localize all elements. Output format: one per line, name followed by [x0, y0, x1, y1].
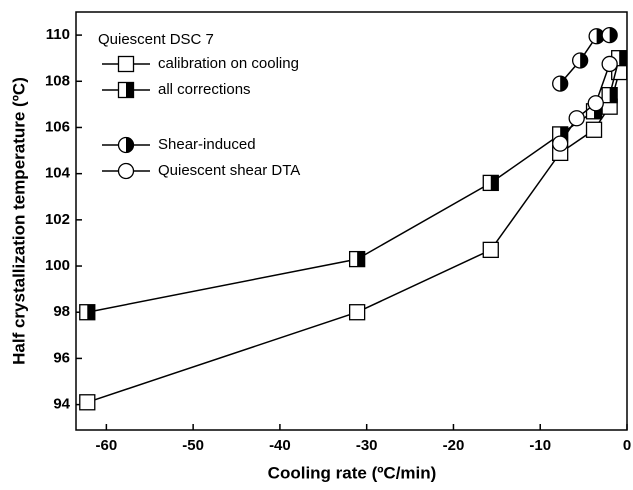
data-point	[482, 174, 499, 192]
data-point	[601, 26, 618, 44]
marker-fill	[126, 82, 134, 98]
legend-title: Quiescent DSC 7	[98, 31, 214, 48]
marker-fill	[560, 76, 568, 92]
data-point	[79, 394, 96, 411]
x-tick-label: -60	[96, 437, 118, 454]
y-tick-label: 102	[45, 211, 70, 228]
marker-body	[585, 121, 603, 138]
x-tick-label: 0	[623, 437, 631, 454]
y-tick-label: 104	[45, 165, 71, 182]
x-tick-label: -30	[356, 437, 378, 454]
legend-label: Shear-induced	[158, 136, 256, 153]
y-tick-label: 110	[46, 26, 70, 43]
y-axis-label: Half crystallization temperature (ºC)	[9, 77, 28, 365]
marker-body	[117, 55, 135, 73]
legend-marker	[117, 136, 135, 154]
y-tick-label: 96	[53, 349, 70, 366]
x-tick-label: -40	[269, 437, 291, 454]
data-point	[348, 304, 366, 321]
data-point	[348, 250, 366, 268]
y-tick-label: 106	[45, 118, 70, 135]
marker-fill	[490, 175, 499, 191]
marker-fill	[594, 103, 602, 119]
marker-body	[482, 241, 499, 259]
data-point	[587, 95, 604, 112]
data-point	[552, 75, 569, 92]
y-tick-label: 100	[45, 257, 70, 274]
legend-marker	[117, 55, 135, 73]
marker-body	[601, 55, 618, 73]
legend-label: calibration on cooling	[158, 55, 299, 72]
x-tick-label: -10	[529, 437, 551, 454]
marker-body	[568, 110, 585, 127]
legend-marker	[117, 81, 135, 99]
data-point	[571, 52, 589, 69]
series-line	[87, 71, 620, 403]
data-point	[482, 241, 499, 259]
marker-fill	[609, 27, 618, 43]
marker-fill	[619, 50, 627, 66]
y-tick-label: 98	[53, 303, 70, 320]
x-tick-label: -50	[182, 437, 204, 454]
marker-body	[348, 304, 366, 321]
legend-label: Quiescent shear DTA	[158, 162, 300, 179]
marker-fill	[560, 126, 568, 142]
marker-fill	[126, 137, 134, 153]
data-point	[552, 135, 569, 152]
marker-fill	[580, 52, 588, 68]
data-point	[585, 121, 603, 138]
series-line	[559, 63, 611, 145]
marker-fill	[609, 87, 618, 103]
legend-label: all corrections	[158, 81, 251, 98]
data-point	[79, 304, 96, 321]
legend-marker	[117, 162, 135, 180]
data-point	[601, 55, 618, 73]
x-axis-label: Cooling rate (ºC/min)	[268, 463, 437, 482]
plot-frame	[75, 11, 628, 431]
y-tick-label: 94	[53, 396, 70, 413]
marker-body	[552, 135, 569, 152]
marker-body	[587, 95, 604, 112]
data-point	[568, 110, 585, 127]
y-tick-label: 108	[45, 72, 70, 89]
marker-fill	[87, 304, 95, 320]
data-point	[601, 86, 618, 104]
x-tick-label: -20	[443, 437, 465, 454]
marker-fill	[357, 251, 365, 267]
marker-body	[79, 394, 96, 411]
marker-body	[117, 162, 135, 180]
